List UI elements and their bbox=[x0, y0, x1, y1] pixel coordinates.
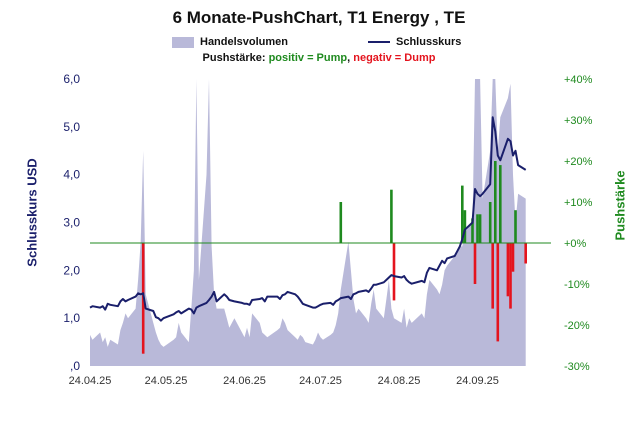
left-tick-label: 5,0 bbox=[63, 120, 80, 134]
push-legend-prefix: Pushstärke: bbox=[202, 52, 269, 64]
push-legend-negative: negativ = Dump bbox=[353, 52, 436, 64]
left-tick-label: 3,0 bbox=[63, 216, 80, 230]
right-axis-ticks: -30% -20% -10% +0% +10% +20% +30% +40% bbox=[564, 74, 593, 373]
push-bar bbox=[494, 161, 497, 243]
push-bar bbox=[524, 243, 527, 264]
x-tick-label: 24.06.25 bbox=[223, 375, 266, 387]
left-tick-label: 2,0 bbox=[63, 263, 80, 277]
push-bar bbox=[491, 243, 494, 309]
push-legend: Pushstärke: positiv = Pump, negativ = Du… bbox=[0, 52, 638, 64]
x-tick-label: 24.08.25 bbox=[378, 375, 421, 387]
push-bar bbox=[461, 185, 464, 243]
right-tick-label: +30% bbox=[564, 115, 593, 127]
left-axis-label: Schlusskurs USD bbox=[24, 158, 40, 267]
push-bar bbox=[339, 202, 343, 243]
right-tick-label: +40% bbox=[564, 74, 593, 86]
push-bar bbox=[471, 218, 474, 243]
push-bar bbox=[514, 210, 517, 243]
left-tick-label: ,0 bbox=[70, 359, 80, 373]
right-tick-label: +10% bbox=[564, 197, 593, 209]
push-bar bbox=[478, 214, 482, 243]
x-tick-label: 24.05.25 bbox=[145, 375, 188, 387]
push-legend-positive: positiv = Pump bbox=[268, 52, 348, 64]
x-axis-ticks: 24.04.25 24.05.25 24.06.25 24.07.25 24.08.25… bbox=[69, 375, 499, 387]
right-tick-label: -20% bbox=[564, 320, 590, 332]
push-bar bbox=[496, 243, 500, 342]
right-tick-label: +20% bbox=[564, 156, 593, 168]
push-bar bbox=[506, 243, 510, 297]
legend-close: Schlusskurs bbox=[368, 36, 461, 48]
price-line-layer bbox=[89, 116, 527, 322]
left-tick-label: 4,0 bbox=[63, 168, 80, 182]
left-tick-label: 6,0 bbox=[63, 72, 80, 86]
legend-close-label: Schlusskurs bbox=[396, 36, 462, 48]
push-bar bbox=[488, 202, 492, 243]
price-line bbox=[89, 116, 527, 322]
push-bar bbox=[499, 165, 502, 243]
left-axis-ticks: ,0 1,0 2,0 3,0 4,0 5,0 6,0 bbox=[63, 72, 80, 373]
x-tick-label: 24.04.25 bbox=[69, 375, 112, 387]
push-bar bbox=[509, 243, 512, 309]
push-bar bbox=[392, 243, 396, 301]
volume-area bbox=[90, 79, 526, 366]
x-tick-label: 24.09.25 bbox=[456, 375, 499, 387]
push-bar bbox=[390, 189, 393, 243]
push-bar bbox=[463, 210, 467, 243]
chart-title: 6 Monate-PushChart, T1 Energy , TE bbox=[172, 8, 466, 27]
left-tick-label: 1,0 bbox=[63, 311, 80, 325]
right-axis-label: Pushstärke bbox=[612, 170, 628, 241]
push-bar bbox=[476, 214, 479, 243]
right-tick-label: -30% bbox=[564, 361, 590, 373]
legend-volume-label: Handelsvolumen bbox=[200, 36, 289, 48]
legend-volume-swatch bbox=[172, 36, 194, 48]
right-tick-label: -10% bbox=[564, 279, 590, 291]
push-bar bbox=[473, 243, 477, 284]
legend-close-swatch bbox=[368, 41, 390, 43]
legend-volume: Handelsvolumen bbox=[172, 36, 288, 48]
push-bar bbox=[511, 243, 515, 272]
right-tick-label: +0% bbox=[564, 238, 587, 250]
volume-area-layer bbox=[90, 79, 526, 366]
push-legend-separator: , bbox=[347, 52, 354, 64]
x-tick-label: 24.07.25 bbox=[299, 375, 342, 387]
